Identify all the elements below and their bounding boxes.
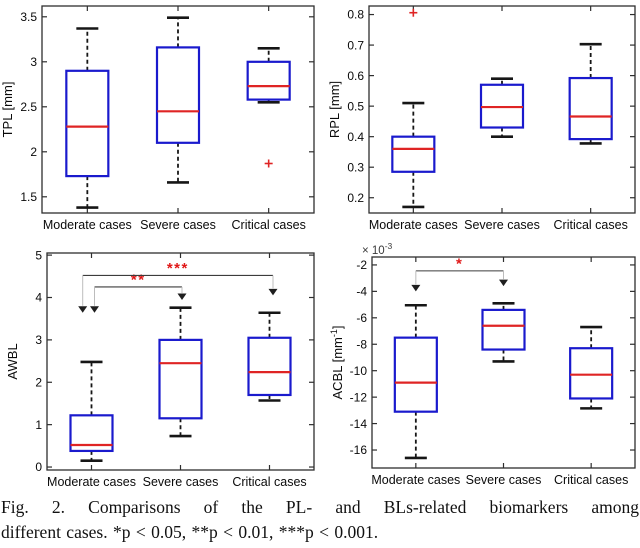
boxplot-awbl: 0 1 2 3 4 5 Moderate cases Severe cases Critical…	[5, 248, 315, 489]
svg-text:4: 4	[35, 291, 42, 305]
svg-text:-12: -12	[350, 390, 368, 404]
svg-text:TPL [mm]: TPL [mm]	[0, 82, 15, 138]
svg-text:**: **	[131, 271, 146, 288]
svg-text:-16: -16	[350, 443, 368, 457]
svg-text:ACBL [mm-1]: ACBL [mm-1]	[329, 326, 345, 400]
svg-text:1: 1	[35, 418, 42, 432]
svg-text:0.4: 0.4	[347, 130, 364, 144]
svg-text:2.5: 2.5	[20, 100, 37, 114]
svg-text:0.6: 0.6	[347, 69, 364, 83]
svg-text:Severe cases: Severe cases	[140, 218, 216, 232]
svg-text:× 10-3: × 10-3	[362, 241, 393, 257]
caption-line-2: different cases. *p < 0.05, **p < 0.01, …	[1, 522, 379, 542]
boxplot-acbl: -16 -14 -12 -10 -8 -6 -4 -2 Moderate cases Severe…	[329, 241, 636, 487]
svg-text:-6: -6	[356, 311, 367, 325]
caption-line-1: Fig. 2. Comparisons of the PL- and BLs-r…	[1, 497, 639, 517]
svg-text:0: 0	[35, 460, 42, 474]
svg-text:0.8: 0.8	[347, 8, 364, 22]
svg-text:2: 2	[30, 145, 37, 159]
svg-text:3.5: 3.5	[20, 10, 37, 24]
svg-text:1.5: 1.5	[20, 190, 37, 204]
svg-text:Critical cases: Critical cases	[554, 218, 628, 232]
svg-text:3: 3	[35, 333, 42, 347]
svg-text:0.7: 0.7	[347, 38, 364, 52]
boxplot-tpl: 1.5 2 2.5 3 3.5 Moderate cases Severe cases Cri…	[0, 5, 315, 232]
svg-text:0.5: 0.5	[347, 99, 364, 113]
svg-text:-8: -8	[356, 337, 367, 351]
svg-text:-10: -10	[350, 364, 368, 378]
svg-text:AWBL: AWBL	[5, 343, 20, 379]
svg-text:Severe cases: Severe cases	[466, 473, 542, 487]
svg-text:Severe cases: Severe cases	[143, 475, 219, 489]
svg-text:RPL [mm]: RPL [mm]	[327, 81, 342, 138]
svg-text:Moderate cases: Moderate cases	[371, 473, 460, 487]
svg-text:Moderate cases: Moderate cases	[369, 218, 458, 232]
boxplot-rpl: 0.2 0.3 0.4 0.5 0.6 0.7 0.8 Moderate cases Sever…	[327, 5, 636, 232]
svg-text:Critical cases: Critical cases	[232, 218, 306, 232]
svg-text:-2: -2	[356, 258, 367, 272]
figure-caption: Fig. 2. Comparisons of the PL- and BLs-r…	[0, 492, 640, 545]
svg-text:3: 3	[30, 55, 37, 69]
svg-text:2: 2	[35, 375, 42, 389]
svg-text:Critical cases: Critical cases	[554, 473, 628, 487]
svg-text:*: *	[456, 255, 463, 272]
svg-text:-14: -14	[350, 417, 368, 431]
svg-text:-4: -4	[356, 285, 367, 299]
svg-text:Severe cases: Severe cases	[464, 218, 540, 232]
svg-text:Moderate cases: Moderate cases	[43, 218, 132, 232]
svg-text:***: ***	[167, 260, 189, 277]
svg-text:5: 5	[35, 248, 42, 262]
svg-text:0.3: 0.3	[347, 160, 364, 174]
svg-text:0.2: 0.2	[347, 191, 364, 205]
svg-text:Critical cases: Critical cases	[232, 475, 306, 489]
svg-text:Moderate cases: Moderate cases	[47, 475, 136, 489]
figure-2-panel: 1.5 2 2.5 3 3.5 Moderate cases Severe cases Cri…	[0, 5, 636, 489]
